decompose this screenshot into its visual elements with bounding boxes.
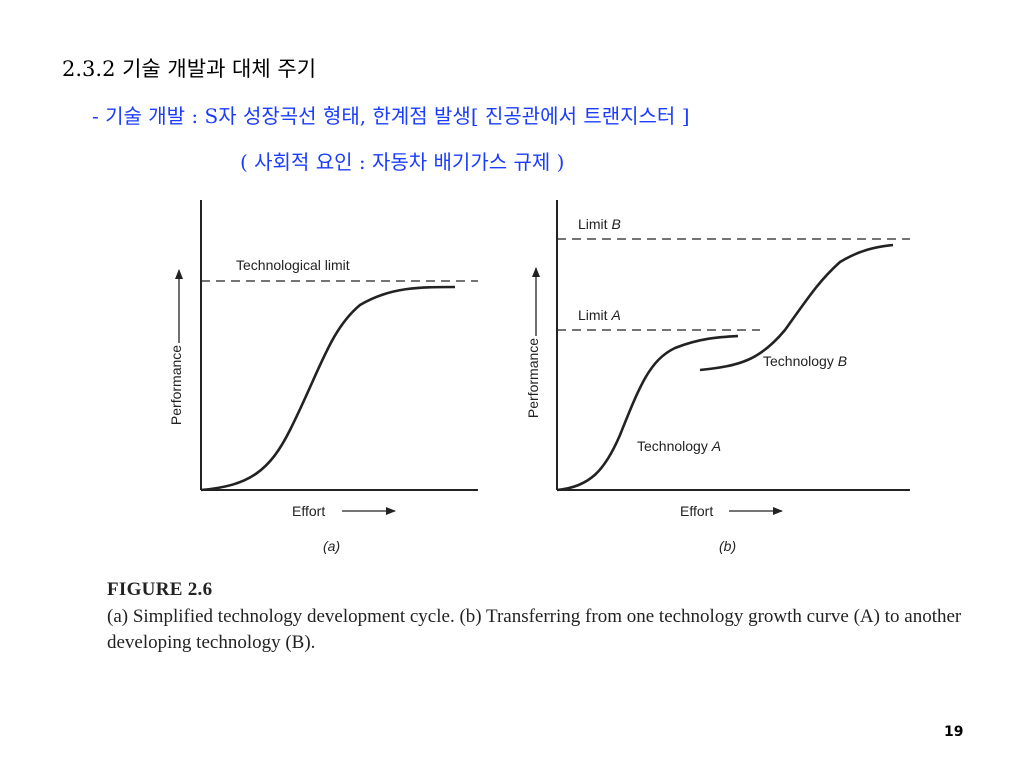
panel-b: Limit B Limit A Technology A Technology … [525,200,910,554]
panel-b-x-axis-label: Effort [680,503,713,519]
panel-b-caption-label: (b) [719,538,736,554]
limit-a-label: Limit A [578,307,621,323]
technology-b-label: Technology B [763,353,847,369]
panel-a-caption-label: (a) [323,538,340,554]
bullet-social-factor: ( 사회적 요인 : 자동차 배기가스 규제 ) [240,150,565,174]
bullet-tech-development: - 기술 개발 : S자 성장곡선 형태, 한계점 발생[ 진공관에서 트랜지스… [92,104,690,128]
technology-a-label: Technology A [637,438,721,454]
panel-a: Technological limit Performance Effort (… [168,200,478,554]
panel-a-y-axis-label: Performance [168,345,184,425]
page-number: 19 [944,724,964,740]
technology-b-curve [699,243,894,372]
panel-b-y-axis-label: Performance [525,338,541,418]
slide-heading: 2.3.2 기술 개발과 대체 주기 [62,57,317,81]
technology-a-curve [556,334,739,492]
technological-limit-label: Technological limit [236,257,350,273]
panel-a-x-axis-label: Effort [292,503,325,519]
limit-b-label: Limit B [578,216,621,232]
figure-title: FIGURE 2.6 [107,579,213,600]
panel-a-s-curve [200,285,456,492]
figure-caption: (a) Simplified technology development cy… [107,606,962,653]
